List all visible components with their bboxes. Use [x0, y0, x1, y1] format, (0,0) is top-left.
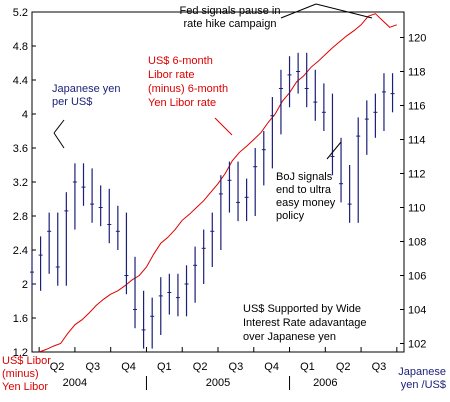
- yen-annotation-line-1: per US$: [52, 96, 92, 108]
- boj-annotation-line-0: BoJ signals: [276, 171, 333, 183]
- right-tick-label: 104: [408, 305, 426, 317]
- fed-pointer: [315, 3, 373, 19]
- right-tick-label: 108: [408, 237, 426, 249]
- fed-pointer: [280, 3, 317, 19]
- x-year-label: 2006: [313, 377, 337, 389]
- left-axis-title-line-0: US$ Libor: [2, 355, 51, 367]
- x-quarter-label: Q2: [50, 361, 65, 373]
- plot-frame: [31, 11, 405, 353]
- left-axis-title-line-2: Yen Libor: [2, 381, 48, 393]
- right-axis-title-line-1: yen /US$: [401, 379, 446, 391]
- libor-annotation-line-1: Libor rate: [148, 69, 194, 81]
- x-quarter-label: Q3: [372, 361, 387, 373]
- x-quarter-label: Q4: [121, 361, 136, 373]
- left-tick-label: 4.4: [13, 75, 28, 87]
- right-tick-label: 112: [408, 169, 426, 181]
- x-quarter-label: Q3: [229, 361, 244, 373]
- libor-pointer: [214, 117, 233, 136]
- left-tick-label: 3.6: [13, 143, 28, 155]
- libor-annotation-line-3: Yen Libor rate: [148, 97, 216, 109]
- yen-pointer: [53, 132, 65, 149]
- x-year-label: 2004: [63, 377, 87, 389]
- left-axis-title-line-1: (minus): [2, 368, 39, 380]
- boj-pointer: [326, 141, 342, 160]
- right-tick-label: 120: [408, 33, 426, 45]
- right-tick-label: 102: [408, 339, 426, 351]
- right-tick-label: 118: [408, 67, 426, 79]
- x-quarter-label: Q2: [336, 361, 351, 373]
- libor-spread-line: [39, 13, 397, 353]
- right-tick-label: 114: [408, 135, 426, 147]
- boj-annotation-line-2: easy money: [276, 197, 336, 209]
- fed-annotation-line-1: rate hike campaign: [184, 18, 277, 30]
- x-quarter-label: Q1: [300, 361, 315, 373]
- left-tick-label: 3.2: [13, 177, 28, 189]
- left-tick-label: 1.2: [13, 347, 28, 359]
- left-tick-label: 2: [22, 279, 28, 291]
- left-tick-label: 2.4: [13, 245, 28, 257]
- left-tick-label: 4.8: [13, 41, 28, 53]
- x-quarter-label: Q2: [193, 361, 208, 373]
- boj-annotation-line-3: policy: [276, 210, 305, 222]
- left-tick-label: 1.6: [13, 313, 28, 325]
- left-tick-label: 4: [22, 109, 28, 121]
- fed-annotation-line-0: Fed signals pause in: [180, 5, 281, 17]
- left-tick-label: 5.2: [13, 7, 28, 19]
- libor-annotation-line-2: (minus) 6-month: [148, 83, 228, 95]
- libor-annotation-line-0: US$ 6-month: [148, 55, 213, 67]
- summary-annotation-line-2: over Japanese yen: [243, 331, 336, 343]
- x-year-label: 2005: [206, 377, 230, 389]
- x-quarter-label: Q3: [85, 361, 100, 373]
- yen-annotation-line-0: Japanese yen: [52, 83, 121, 95]
- right-tick-label: 110: [408, 203, 426, 215]
- left-tick-label: 2.8: [13, 211, 28, 223]
- summary-annotation-line-0: US$ Supported by Wide: [243, 303, 361, 315]
- x-quarter-label: Q4: [264, 361, 279, 373]
- right-axis-title-line-0: Japanese: [398, 366, 446, 378]
- x-quarter-label: Q1: [157, 361, 172, 373]
- right-tick-label: 106: [408, 271, 426, 283]
- boj-annotation-line-1: end to ultra: [276, 184, 332, 196]
- summary-annotation-line-1: Interest Rate adavantage: [243, 317, 367, 329]
- yen-pointer: [53, 119, 65, 134]
- right-tick-label: 116: [408, 101, 426, 113]
